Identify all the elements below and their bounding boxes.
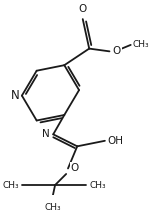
Text: CH₃: CH₃ xyxy=(3,181,19,189)
Text: CH₃: CH₃ xyxy=(133,41,149,49)
Text: CH₃: CH₃ xyxy=(44,203,61,211)
Text: OH: OH xyxy=(108,136,124,146)
Text: O: O xyxy=(71,164,79,173)
Text: N: N xyxy=(42,129,50,139)
Text: O: O xyxy=(112,46,120,56)
Text: N: N xyxy=(11,89,20,102)
Text: O: O xyxy=(79,4,87,14)
Text: CH₃: CH₃ xyxy=(89,181,106,189)
